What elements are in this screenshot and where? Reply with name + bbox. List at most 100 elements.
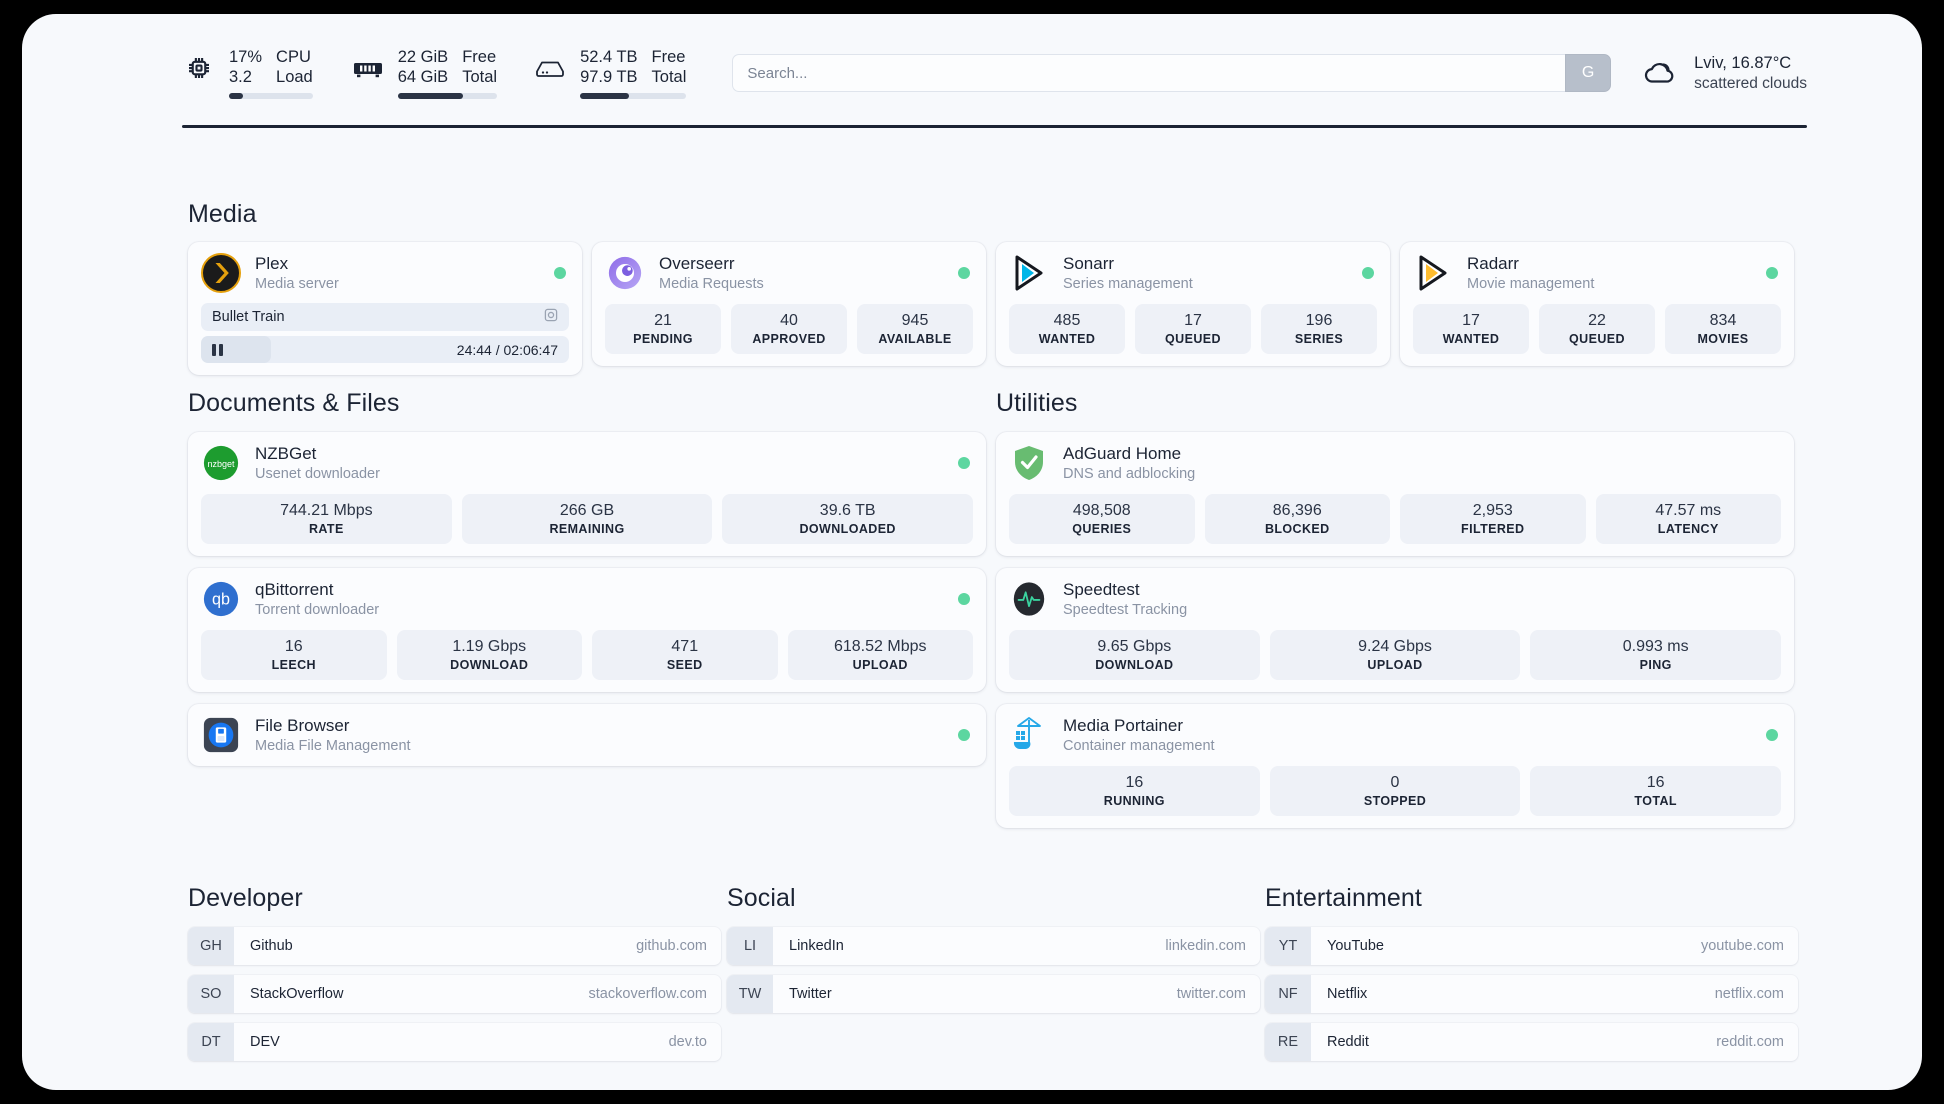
tile-label: DOWNLOADED	[799, 522, 896, 536]
qbittorrent-tile-download[interactable]: 1.19 Gbps DOWNLOAD	[396, 630, 582, 680]
bookmark-group-title: Social	[727, 884, 796, 912]
nzbget-logo-icon: nzbget	[201, 443, 241, 483]
header-divider	[182, 125, 1807, 128]
nzbget-subtitle: Usenet downloader	[255, 465, 380, 482]
service-card-qbittorrent[interactable]: qb qBittorrent Torrent downloader 16 LEE…	[188, 568, 986, 692]
radarr-names: Radarr Movie management	[1467, 254, 1594, 293]
bookmark-item-stackoverflow[interactable]: SO StackOverflow stackoverflow.com	[188, 975, 721, 1013]
service-card-portainer[interactable]: Media Portainer Container management 16 …	[996, 704, 1794, 828]
nzbget-tile-rate[interactable]: 744.21 Mbps RATE	[201, 494, 452, 544]
service-card-plex[interactable]: Plex Media server Bullet Train 24:44 / 0…	[188, 242, 582, 375]
qbittorrent-tile-upload[interactable]: 618.52 Mbps UPLOAD	[787, 630, 973, 680]
bookmark-item-twitter[interactable]: TW Twitter twitter.com	[727, 975, 1260, 1013]
qbittorrent-tile-seed[interactable]: 471 SEED	[592, 630, 778, 680]
qbittorrent-header: qb qBittorrent Torrent downloader	[201, 579, 973, 619]
bookmark-item-dev[interactable]: DT DEV dev.to	[188, 1023, 721, 1061]
tile-value: 86,396	[1272, 502, 1322, 519]
tile-label: REMAINING	[549, 522, 625, 536]
bookmark-item-linkedin[interactable]: LI LinkedIn linkedin.com	[727, 927, 1260, 965]
overseerr-names: Overseerr Media Requests	[659, 254, 764, 293]
tile-label: PENDING	[633, 332, 693, 346]
filebrowser-header: File Browser Media File Management	[201, 715, 973, 755]
portainer-tile-stopped[interactable]: 0 STOPPED	[1269, 766, 1521, 816]
tile-label: SEED	[666, 658, 703, 672]
speedtest-names: Speedtest Speedtest Tracking	[1063, 580, 1187, 619]
pause-icon[interactable]	[212, 343, 223, 356]
bookmark-list: LI LinkedIn linkedin.com TW Twitter twit…	[727, 927, 1260, 1013]
cpu-usage-bar	[229, 92, 313, 99]
plex-progress-bar[interactable]: 24:44 / 02:06:47	[201, 336, 569, 363]
service-card-speedtest[interactable]: Speedtest Speedtest Tracking 9.65 Gbps D…	[996, 568, 1794, 692]
tile-value: 9.65 Gbps	[1097, 638, 1172, 655]
bookmark-item-github[interactable]: GH Github github.com	[188, 927, 721, 965]
qbittorrent-names: qBittorrent Torrent downloader	[255, 580, 379, 619]
radarr-tile-queued[interactable]: 22 QUEUED	[1539, 304, 1655, 354]
bookmark-list: GH Github github.com SO StackOverflow st…	[188, 927, 721, 1061]
radarr-tile-wanted[interactable]: 17 WANTED	[1413, 304, 1529, 354]
plex-time-display: 24:44 / 02:06:47	[456, 341, 558, 358]
bookmark-item-youtube[interactable]: YT YouTube youtube.com	[1265, 927, 1798, 965]
speedtest-tile-ping[interactable]: 0.993 ms PING	[1530, 630, 1782, 680]
nzbget-title: NZBGet	[255, 443, 317, 463]
tile-value: 834	[1709, 312, 1737, 329]
tile-label: RUNNING	[1103, 794, 1165, 808]
service-card-sonarr[interactable]: Sonarr Series management 485 WANTED 17 Q…	[996, 242, 1390, 366]
service-card-adguard[interactable]: AdGuard Home DNS and adblocking 498,508 …	[996, 432, 1794, 556]
bookmark-item-reddit[interactable]: RE Reddit reddit.com	[1265, 1023, 1798, 1061]
tile-label: PING	[1639, 658, 1672, 672]
adguard-shield-icon	[1009, 443, 1049, 483]
weather-widget[interactable]: Lviv, 16.87°C scattered clouds	[1641, 54, 1807, 93]
bookmark-item-netflix[interactable]: NF Netflix netflix.com	[1265, 975, 1798, 1013]
sonarr-tile-series[interactable]: 196 SERIES	[1261, 304, 1377, 354]
nzbget-tile-downloaded[interactable]: 39.6 TB DOWNLOADED	[722, 494, 974, 544]
portainer-tile-total[interactable]: 16 TOTAL	[1530, 766, 1782, 816]
disk-label-2: Total	[651, 67, 687, 86]
nzbget-status-dot	[958, 457, 970, 469]
adguard-tile-blocked[interactable]: 86,396 BLOCKED	[1204, 494, 1390, 544]
adguard-tile-latency[interactable]: 47.57 ms LATENCY	[1595, 494, 1781, 544]
speedtest-header: Speedtest Speedtest Tracking	[1009, 579, 1781, 619]
tile-value: 471	[671, 638, 699, 655]
sonarr-status-dot	[1362, 267, 1374, 279]
sonarr-tile-queued[interactable]: 17 QUEUED	[1135, 304, 1251, 354]
bookmark-name: YouTube	[1327, 938, 1384, 954]
tile-value: 16	[1646, 774, 1665, 791]
bookmark-name: Reddit	[1327, 1034, 1369, 1050]
plex-cast-icon[interactable]	[543, 307, 559, 328]
speedtest-tile-download[interactable]: 9.65 Gbps DOWNLOAD	[1009, 630, 1260, 680]
plex-header: Plex Media server	[201, 253, 569, 293]
bookmark-abbr: RE	[1265, 1023, 1311, 1061]
tile-value: 498,508	[1072, 502, 1131, 519]
plex-now-playing-row: Bullet Train	[201, 303, 569, 331]
search-submit-button[interactable]: G	[1565, 54, 1612, 92]
service-card-radarr[interactable]: Radarr Movie management 17 WANTED 22 QUE…	[1400, 242, 1794, 366]
qbittorrent-tile-leech[interactable]: 16 LEECH	[201, 630, 387, 680]
tile-label: UPLOAD	[852, 658, 908, 672]
disk-value-2: 97.9 TB	[580, 67, 638, 86]
tile-label: MOVIES	[1697, 332, 1749, 346]
overseerr-tile-available[interactable]: 945 AVAILABLE	[857, 304, 973, 354]
adguard-header: AdGuard Home DNS and adblocking	[1009, 443, 1781, 483]
service-card-nzbget[interactable]: nzbget NZBGet Usenet downloader 744.21 M…	[188, 432, 986, 556]
memory-usage-fill	[397, 92, 464, 99]
speedtest-logo-icon	[1009, 579, 1049, 619]
radarr-subtitle: Movie management	[1467, 275, 1595, 292]
adguard-tile-queries[interactable]: 498,508 QUERIES	[1009, 494, 1195, 544]
radarr-tile-movies[interactable]: 834 MOVIES	[1665, 304, 1781, 354]
portainer-tile-running[interactable]: 16 RUNNING	[1009, 766, 1260, 816]
section-title-utilities: Utilities	[996, 389, 1078, 417]
nzbget-tile-remaining[interactable]: 266 GB REMAINING	[461, 494, 713, 544]
tile-label: TOTAL	[1634, 794, 1677, 808]
search-input[interactable]	[732, 54, 1566, 92]
tile-value: 16	[1125, 774, 1144, 791]
service-card-filebrowser[interactable]: File Browser Media File Management	[188, 704, 986, 766]
overseerr-tile-pending[interactable]: 21 PENDING	[605, 304, 721, 354]
qbittorrent-status-dot	[958, 593, 970, 605]
qbittorrent-logo-icon: qb	[201, 579, 241, 619]
speedtest-tile-upload[interactable]: 9.24 Gbps UPLOAD	[1269, 630, 1521, 680]
sonarr-tile-wanted[interactable]: 485 WANTED	[1009, 304, 1125, 354]
overseerr-tile-approved[interactable]: 40 APPROVED	[731, 304, 847, 354]
adguard-tile-filtered[interactable]: 2,953 FILTERED	[1400, 494, 1586, 544]
cpu-label: CPU	[276, 47, 311, 66]
service-card-overseerr[interactable]: Overseerr Media Requests 21 PENDING 40 A…	[592, 242, 986, 366]
